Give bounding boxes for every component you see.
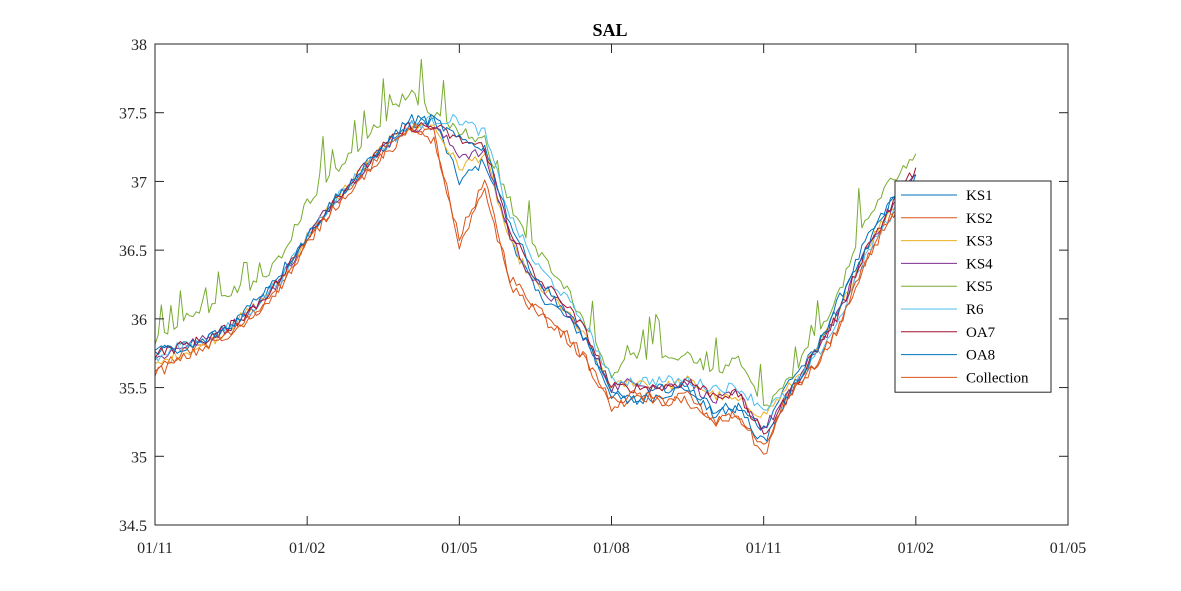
legend-label-ks1: KS1 xyxy=(966,188,993,204)
x-tick-label: 01/05 xyxy=(441,540,477,557)
legend-label-oa8: OA8 xyxy=(966,348,995,364)
y-tick-label: 37 xyxy=(131,174,147,191)
series-line-oa8 xyxy=(154,113,917,442)
legend-label-oa7: OA7 xyxy=(966,325,996,341)
y-tick-label: 37.5 xyxy=(119,106,147,123)
y-tick-label: 34.5 xyxy=(119,518,147,535)
series-line-collection xyxy=(154,122,917,455)
legend-label-ks4: KS4 xyxy=(966,256,993,272)
series-line-ks1 xyxy=(154,117,917,431)
chart-title: SAL xyxy=(592,20,627,40)
legend-label-r6: R6 xyxy=(966,302,984,318)
x-tick-label: 01/05 xyxy=(1050,540,1086,557)
y-tick-label: 36.5 xyxy=(119,243,147,260)
x-tick-label: 01/11 xyxy=(746,540,782,557)
x-tick-label: 01/08 xyxy=(593,540,629,557)
x-tick-label: 01/02 xyxy=(289,540,325,557)
series-line-oa7 xyxy=(154,122,917,435)
legend-label-ks5: KS5 xyxy=(966,279,993,295)
x-tick-label: 01/02 xyxy=(898,540,934,557)
series-line-ks5 xyxy=(154,58,917,408)
y-tick-label: 35.5 xyxy=(119,381,147,398)
legend-label-ks2: KS2 xyxy=(966,211,993,227)
legend-label-ks3: KS3 xyxy=(966,234,993,250)
y-tick-label: 36 xyxy=(131,312,147,329)
y-tick-label: 35 xyxy=(131,449,147,466)
y-tick-label: 38 xyxy=(131,37,147,54)
x-tick-label: 01/11 xyxy=(137,540,173,557)
legend-label-collection: Collection xyxy=(966,370,1029,386)
